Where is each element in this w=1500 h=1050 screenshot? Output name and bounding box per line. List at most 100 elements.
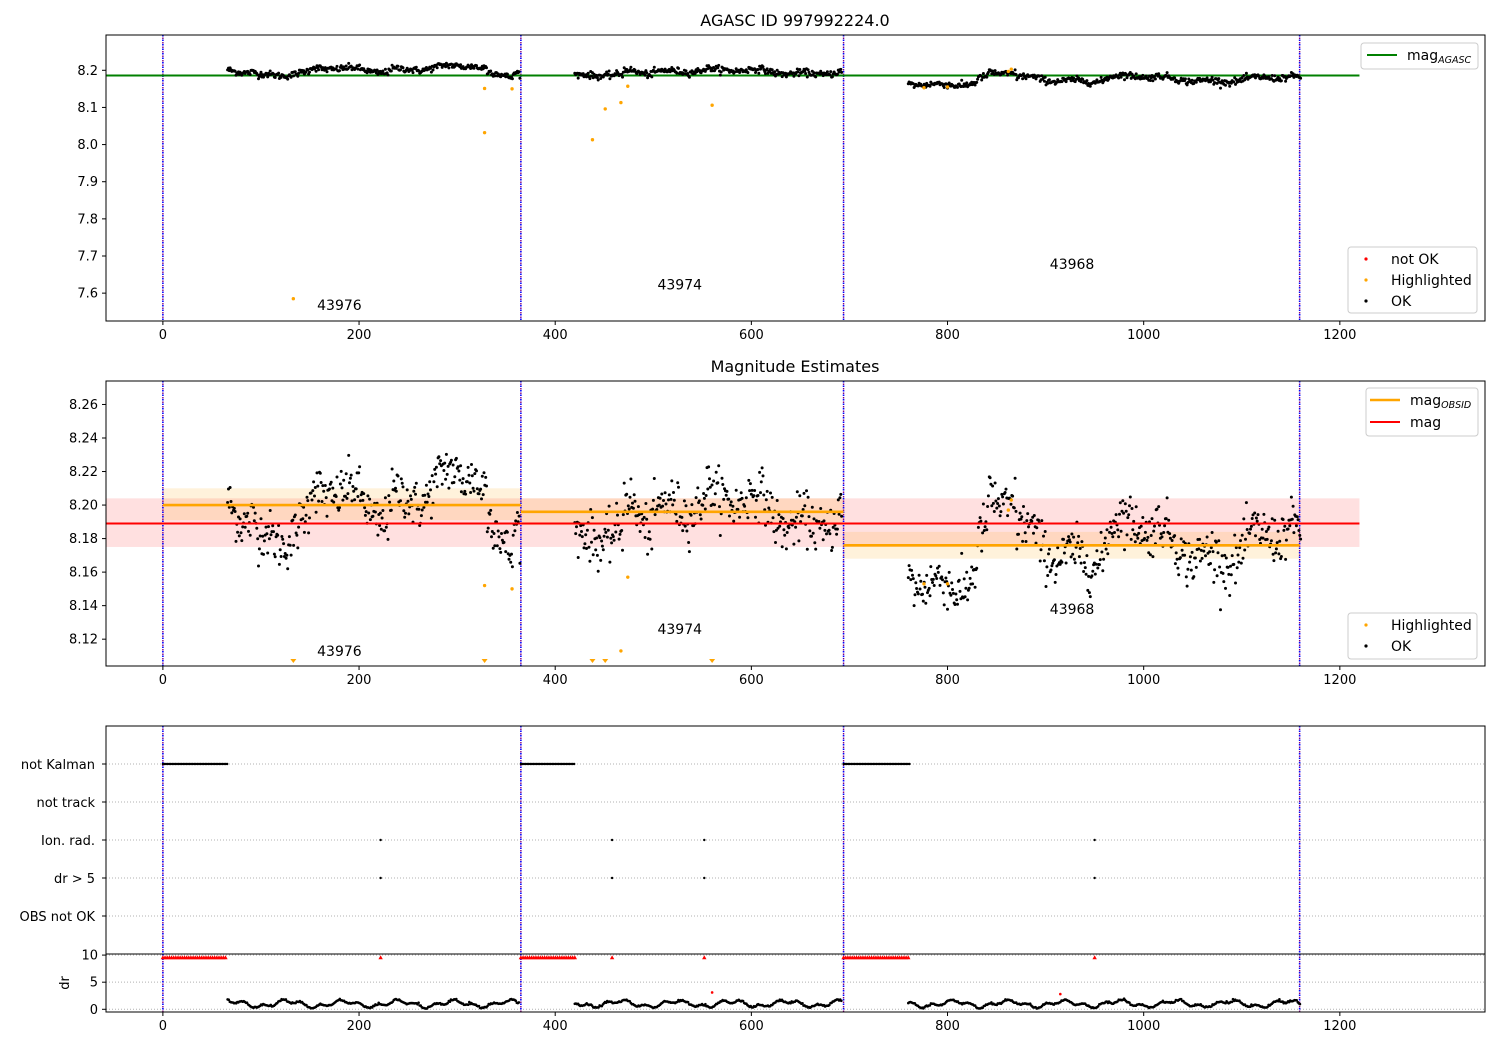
ok-point — [701, 503, 705, 507]
ok-point — [787, 526, 791, 530]
ok-point — [764, 72, 767, 76]
ok-point — [1274, 551, 1278, 555]
ok-point — [913, 593, 917, 597]
y-tick-label: 8.1 — [77, 101, 98, 116]
ok-point — [475, 469, 478, 473]
ok-point — [708, 485, 712, 489]
ok-point — [647, 530, 651, 534]
dr-point — [448, 1000, 452, 1003]
ok-point — [591, 553, 595, 557]
ok-point — [783, 533, 787, 537]
ok-point — [266, 551, 270, 555]
ok-point — [335, 64, 339, 68]
ok-point — [389, 69, 393, 73]
ok-point — [399, 499, 402, 503]
ok-point — [500, 532, 503, 535]
ok-point — [803, 69, 807, 73]
ok-point — [1194, 565, 1198, 569]
ok-point — [402, 509, 406, 513]
ok-point — [840, 70, 844, 74]
ok-point — [229, 500, 233, 503]
ok-point — [1139, 524, 1143, 528]
ok-point — [1168, 532, 1172, 536]
ok-point — [702, 492, 706, 495]
ok-point — [1160, 535, 1164, 539]
ok-point — [363, 506, 367, 510]
ok-point — [1149, 534, 1153, 537]
ok-point — [1116, 528, 1120, 532]
ok-point — [239, 531, 243, 535]
ok-point — [584, 533, 588, 537]
ok-point — [839, 492, 843, 496]
ok-point — [292, 543, 296, 547]
ok-point — [1205, 76, 1209, 80]
ok-point — [986, 70, 990, 74]
dr-point — [466, 1003, 470, 1006]
ok-point — [585, 528, 589, 532]
x-tick-label: 1000 — [1127, 1019, 1160, 1034]
ok-point — [493, 544, 497, 548]
ok-point — [1243, 548, 1247, 552]
ok-point — [1197, 547, 1201, 551]
ok-point — [1223, 553, 1227, 557]
ok-point — [795, 67, 799, 71]
ok-point — [825, 532, 828, 536]
ok-point — [241, 525, 245, 529]
ok-point — [981, 531, 985, 535]
ok-point — [257, 547, 261, 551]
ok-point — [392, 479, 396, 483]
ok-point — [767, 506, 771, 510]
ok-point — [227, 505, 231, 509]
ok-point — [1040, 519, 1044, 523]
dr-point — [1277, 999, 1280, 1003]
ok-point — [321, 484, 325, 488]
ok-point — [511, 533, 515, 537]
ok-point — [837, 512, 841, 516]
ok-point — [1219, 86, 1222, 90]
ok-point — [1234, 546, 1238, 550]
below-range-marker — [290, 659, 297, 663]
legend-label-highlighted: Highlighted — [1391, 273, 1472, 289]
ok-point — [1239, 539, 1242, 543]
ok-point — [621, 548, 624, 552]
highlighted-point — [1009, 498, 1013, 502]
ok-point — [466, 465, 470, 469]
ok-point — [1081, 77, 1085, 81]
ok-point — [1220, 554, 1224, 558]
ok-point — [286, 77, 290, 81]
ok-point — [266, 75, 270, 79]
highlighted-point — [922, 582, 926, 586]
ok-point — [835, 527, 839, 531]
ok-point — [814, 547, 818, 551]
ok-point — [744, 496, 748, 500]
ok-point — [1173, 562, 1177, 566]
ok-point — [1163, 524, 1167, 528]
panel-agasc-frame — [105, 34, 1486, 322]
ok-point — [784, 547, 788, 551]
ok-point — [1118, 501, 1122, 505]
ok-point — [1286, 527, 1290, 531]
ok-point — [981, 502, 985, 506]
dr-point — [1295, 999, 1298, 1002]
flag-point — [610, 838, 614, 842]
highlighted-point — [482, 130, 487, 135]
ok-point — [677, 66, 680, 70]
x-tick-label: 1200 — [1323, 328, 1356, 343]
ok-point — [1228, 594, 1232, 597]
ok-point — [675, 71, 679, 75]
x-tick-label: 400 — [543, 1019, 568, 1034]
ok-point — [663, 491, 667, 495]
ok-point — [776, 526, 780, 530]
flag-point — [703, 876, 706, 880]
ok-point — [454, 456, 458, 460]
ok-point — [664, 502, 668, 506]
ok-point — [452, 481, 456, 484]
ok-point — [399, 477, 403, 481]
ok-point — [756, 494, 760, 497]
ok-point — [792, 542, 796, 546]
ok-point — [995, 506, 999, 510]
below-range-marker — [602, 659, 609, 663]
ok-point — [938, 583, 942, 587]
ok-point — [749, 492, 753, 496]
ok-point — [1111, 535, 1115, 539]
